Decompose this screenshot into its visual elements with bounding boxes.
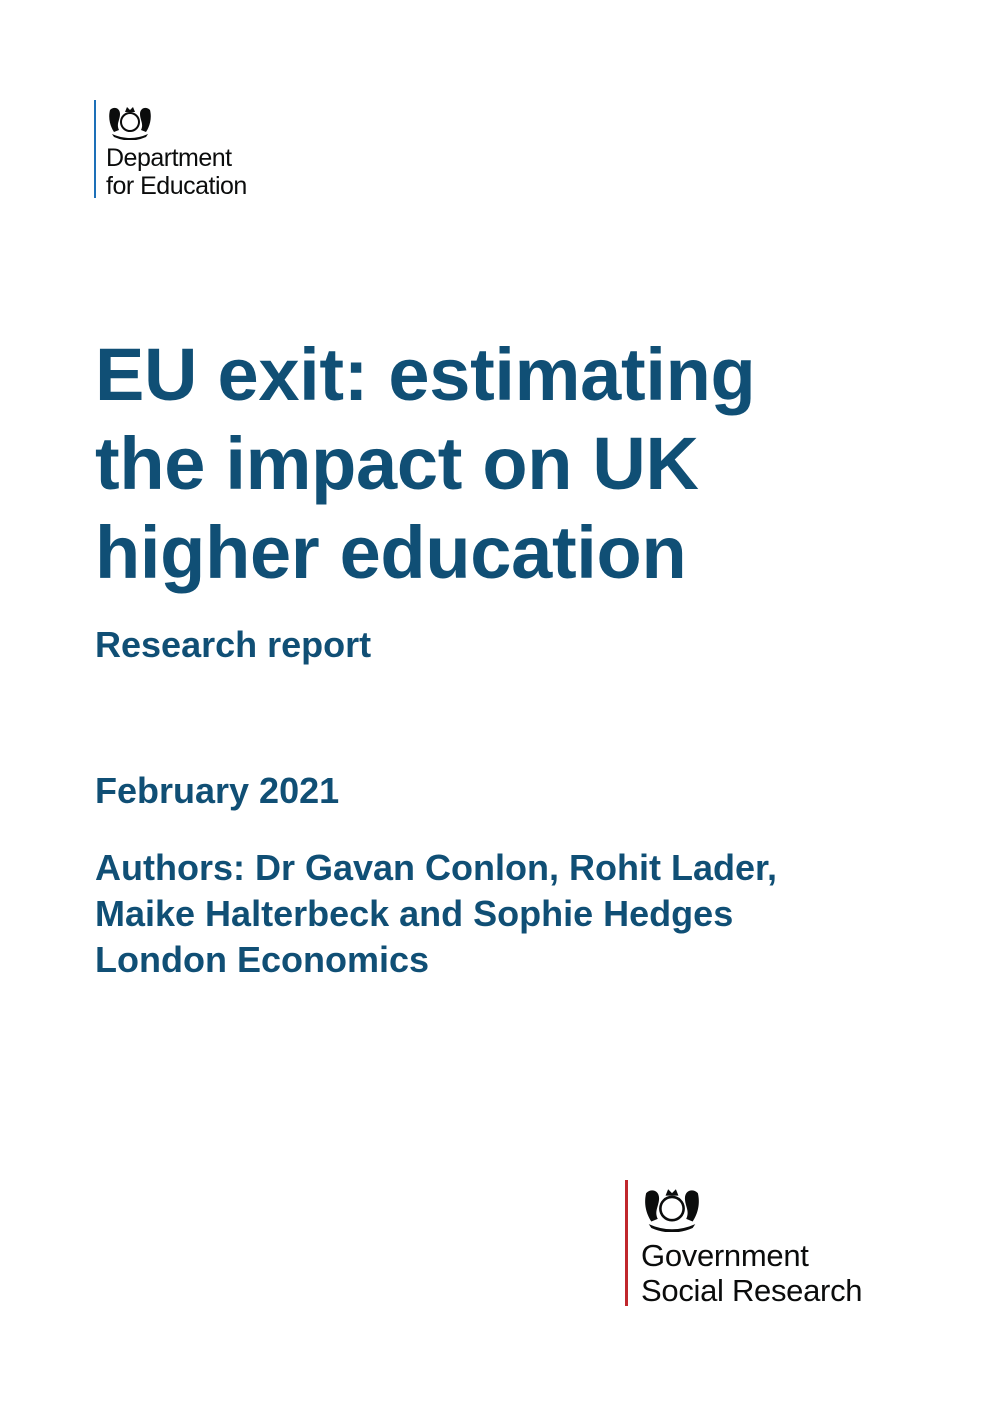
dfe-logo: Department for Education (94, 100, 247, 200)
title-line: EU exit: estimating (95, 333, 756, 416)
report-type: Research report (95, 624, 372, 665)
gsr-logo: Government Social Research (625, 1180, 863, 1308)
authors-line: Authors: Dr Gavan Conlon, Rohit Lader, (95, 847, 778, 888)
title-line: higher education (95, 511, 687, 594)
royal-coat-of-arms-icon (109, 107, 151, 140)
dfe-name-line1: Department (106, 144, 232, 172)
authors-line: Maike Halterbeck and Sophie Hedges (95, 893, 734, 934)
gsr-name-line2: Social Research (641, 1273, 863, 1308)
dfe-name-line2: for Education (106, 172, 247, 200)
page-title: EU exit: estimating the impact on UK hig… (95, 330, 915, 597)
publication-date: February 2021 (95, 770, 340, 811)
gsr-name-line1: Government (641, 1238, 809, 1273)
authors-line: London Economics (95, 939, 430, 980)
royal-coat-of-arms-icon (645, 1189, 699, 1232)
authors: Authors: Dr Gavan Conlon, Rohit Lader, M… (95, 845, 777, 983)
title-line: the impact on UK (95, 422, 699, 505)
